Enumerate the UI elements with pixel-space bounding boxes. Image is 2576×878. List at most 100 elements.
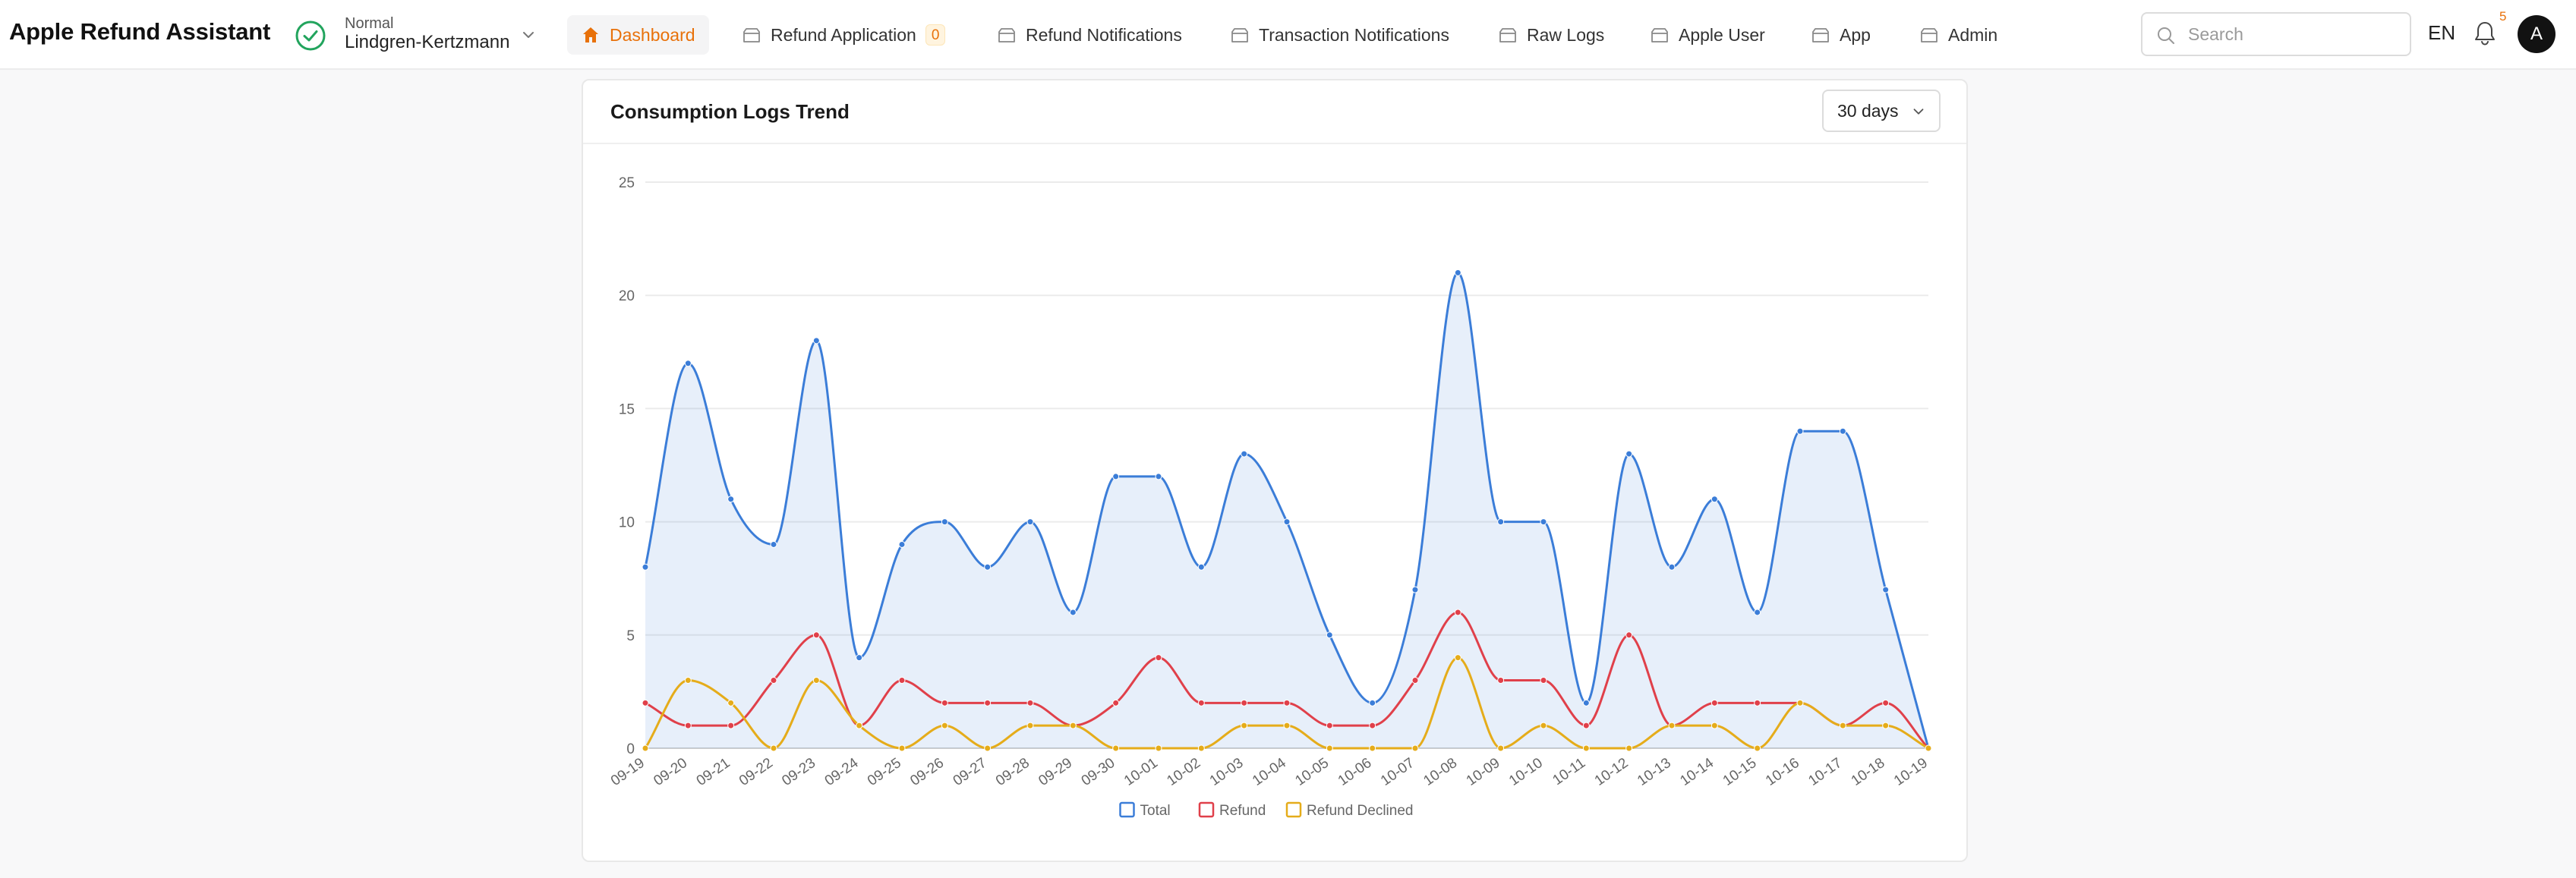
folder-icon xyxy=(1231,28,1248,42)
time-range-select[interactable]: 30 days xyxy=(1822,90,1941,132)
data-point-refund xyxy=(1197,699,1205,706)
y-tick-label: 20 xyxy=(619,288,635,304)
nav-raw-logs[interactable]: Raw Logs xyxy=(1484,15,1618,55)
time-range-value: 30 days xyxy=(1837,100,1899,121)
data-point-total xyxy=(1754,609,1761,616)
data-point-refund-declined xyxy=(941,722,948,729)
data-point-refund-declined xyxy=(1625,744,1633,752)
nav-refund-notifications[interactable]: Refund Notifications xyxy=(983,15,1196,55)
x-tick-label: 09-23 xyxy=(779,755,818,789)
nav-dashboard[interactable]: Dashboard xyxy=(567,15,709,55)
data-point-refund xyxy=(727,722,735,729)
data-point-refund-declined xyxy=(1796,699,1804,706)
data-point-refund-declined xyxy=(1069,722,1077,729)
tenant-name: Lindgren-Kertzmann xyxy=(345,32,510,52)
data-point-total xyxy=(1454,269,1461,276)
x-tick-label: 10-18 xyxy=(1849,755,1888,789)
app-brand[interactable]: Apple Refund Assistant xyxy=(9,18,271,45)
folder-icon xyxy=(1499,28,1516,42)
nav-label: Raw Logs xyxy=(1527,24,1605,45)
data-point-total xyxy=(1625,450,1633,458)
y-tick-label: 5 xyxy=(626,628,635,644)
user-avatar[interactable]: A xyxy=(2518,15,2556,53)
chevron-down-icon xyxy=(523,32,534,38)
data-point-refund xyxy=(1497,676,1505,684)
nav-transaction-notifications[interactable]: Transaction Notifications xyxy=(1216,15,1463,55)
data-point-refund xyxy=(642,699,649,706)
x-tick-label: 10-09 xyxy=(1464,755,1503,789)
nav-label: Refund Notifications xyxy=(1026,24,1182,45)
data-point-refund xyxy=(1283,699,1291,706)
data-point-refund xyxy=(941,699,948,706)
chevron-down-icon xyxy=(1913,109,1924,115)
legend-swatch-refund xyxy=(1198,801,1215,818)
nav-label: Dashboard xyxy=(610,24,695,45)
legend-label-refund-declined: Refund Declined xyxy=(1307,803,1413,819)
search-box[interactable] xyxy=(2141,12,2411,56)
x-tick-label: 09-26 xyxy=(907,755,947,789)
tenant-switcher[interactable]: Normal Lindgren-Kertzmann xyxy=(295,14,545,56)
data-point-refund xyxy=(684,722,692,729)
nav-label: Admin xyxy=(1948,24,1998,45)
data-point-refund-declined xyxy=(1497,744,1505,752)
data-point-refund xyxy=(1711,699,1718,706)
data-point-total xyxy=(1839,427,1846,435)
data-point-total xyxy=(1112,473,1120,480)
data-point-total xyxy=(1197,563,1205,571)
count-badge: 0 xyxy=(925,24,946,46)
data-point-refund xyxy=(1540,676,1547,684)
data-point-total xyxy=(642,563,649,571)
x-tick-label: 10-16 xyxy=(1763,755,1802,789)
data-point-total xyxy=(1882,586,1890,593)
data-point-refund-declined xyxy=(984,744,992,752)
nav-app[interactable]: App xyxy=(1797,15,1884,55)
search-input[interactable] xyxy=(2188,20,2401,49)
data-point-refund xyxy=(1754,699,1761,706)
x-tick-label: 10-05 xyxy=(1292,755,1332,789)
x-tick-label: 10-08 xyxy=(1420,755,1460,789)
data-point-refund xyxy=(898,676,906,684)
nav-label: Transaction Notifications xyxy=(1259,24,1449,45)
data-point-total xyxy=(684,360,692,367)
data-point-refund-declined xyxy=(1668,722,1676,729)
data-point-refund xyxy=(812,631,820,639)
data-point-total xyxy=(727,496,735,503)
data-point-refund-declined xyxy=(812,676,820,684)
data-point-total xyxy=(812,337,820,345)
data-point-refund-declined xyxy=(1326,744,1333,752)
notification-count: 5 xyxy=(2499,9,2507,24)
x-tick-label: 10-19 xyxy=(1891,755,1931,789)
nav-label: Refund Application xyxy=(771,24,916,45)
data-point-refund-declined xyxy=(1026,722,1034,729)
nav-admin[interactable]: Admin xyxy=(1906,15,2011,55)
nav-apple-user[interactable]: Apple User xyxy=(1636,15,1779,55)
data-point-refund xyxy=(1625,631,1633,639)
bell-icon[interactable] xyxy=(2472,20,2498,47)
data-point-total xyxy=(1497,518,1505,526)
data-point-refund xyxy=(770,676,777,684)
language-switcher[interactable]: EN xyxy=(2428,21,2456,44)
data-point-total xyxy=(1540,518,1547,526)
data-point-refund-declined xyxy=(1411,744,1419,752)
data-point-refund xyxy=(984,699,992,706)
data-point-refund-declined xyxy=(1540,722,1547,729)
x-tick-label: 10-13 xyxy=(1635,755,1674,789)
data-point-refund xyxy=(1369,722,1376,729)
folder-icon xyxy=(998,28,1015,42)
data-point-total xyxy=(1026,518,1034,526)
nav-refund-application[interactable]: Refund Application 0 xyxy=(728,15,959,55)
data-point-refund xyxy=(1582,722,1590,729)
search-icon xyxy=(2158,27,2174,44)
data-point-total xyxy=(1241,450,1248,458)
data-point-total xyxy=(1668,563,1676,571)
data-point-refund-declined xyxy=(642,744,649,752)
check-circle-icon xyxy=(295,20,326,51)
data-point-total xyxy=(1369,699,1376,706)
card-header: Consumption Logs Trend 30 days xyxy=(583,80,1966,144)
x-tick-label: 10-03 xyxy=(1207,755,1247,789)
x-tick-label: 09-21 xyxy=(694,755,733,789)
card-title: Consumption Logs Trend xyxy=(610,100,850,123)
x-tick-label: 09-30 xyxy=(1079,755,1118,789)
data-point-refund xyxy=(1026,699,1034,706)
data-point-refund-declined xyxy=(770,744,777,752)
